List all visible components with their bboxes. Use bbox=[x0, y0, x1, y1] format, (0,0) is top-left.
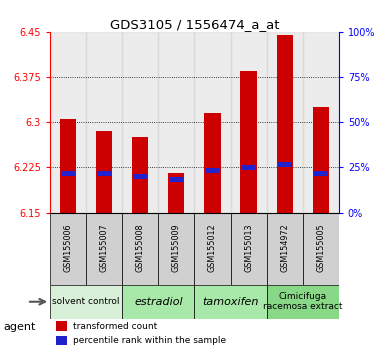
Bar bbox=[242, 165, 255, 170]
Text: GSM155013: GSM155013 bbox=[244, 223, 253, 272]
Bar bbox=[122, 32, 158, 213]
Bar bbox=[231, 213, 266, 285]
Bar bbox=[134, 175, 147, 178]
Text: Cimicifuga
racemosa extract: Cimicifuga racemosa extract bbox=[263, 292, 342, 312]
Bar bbox=[206, 169, 219, 172]
Bar bbox=[86, 32, 122, 213]
Bar bbox=[194, 213, 231, 285]
Bar bbox=[241, 71, 257, 213]
Bar bbox=[276, 35, 293, 213]
Bar bbox=[132, 137, 148, 213]
Text: transformed count: transformed count bbox=[73, 322, 157, 331]
Bar bbox=[266, 32, 303, 213]
Bar bbox=[86, 213, 122, 285]
Bar bbox=[314, 171, 328, 176]
Bar bbox=[50, 285, 122, 319]
Bar bbox=[50, 32, 86, 213]
Bar bbox=[303, 32, 339, 213]
Text: GSM155009: GSM155009 bbox=[172, 223, 181, 272]
Text: GSM155008: GSM155008 bbox=[136, 223, 145, 272]
Bar bbox=[194, 32, 231, 213]
Bar bbox=[231, 32, 266, 213]
Bar bbox=[169, 177, 183, 182]
Text: percentile rank within the sample: percentile rank within the sample bbox=[73, 336, 226, 345]
Text: GSM155007: GSM155007 bbox=[100, 223, 109, 272]
Title: GDS3105 / 1556474_a_at: GDS3105 / 1556474_a_at bbox=[110, 18, 279, 31]
Bar bbox=[61, 171, 75, 176]
Bar bbox=[60, 119, 76, 213]
Text: solvent control: solvent control bbox=[52, 297, 120, 306]
Bar bbox=[266, 213, 303, 285]
Bar bbox=[158, 213, 194, 285]
Text: GSM155012: GSM155012 bbox=[208, 223, 217, 272]
Text: tamoxifen: tamoxifen bbox=[203, 297, 259, 307]
Text: estradiol: estradiol bbox=[134, 297, 182, 307]
Bar bbox=[266, 285, 339, 319]
Bar bbox=[303, 213, 339, 285]
Bar bbox=[56, 321, 67, 331]
Text: GSM155005: GSM155005 bbox=[316, 223, 325, 272]
Bar bbox=[194, 285, 266, 319]
Bar bbox=[122, 213, 158, 285]
Text: GSM154972: GSM154972 bbox=[280, 223, 289, 272]
Text: GSM155006: GSM155006 bbox=[64, 223, 73, 272]
Bar bbox=[313, 107, 329, 213]
Bar bbox=[204, 113, 221, 213]
Bar bbox=[122, 285, 194, 319]
Text: agent: agent bbox=[4, 322, 36, 332]
Bar bbox=[56, 336, 67, 346]
Bar bbox=[96, 131, 112, 213]
Bar bbox=[278, 162, 291, 166]
Bar bbox=[97, 171, 111, 176]
Bar bbox=[158, 32, 194, 213]
Bar bbox=[50, 213, 86, 285]
Bar bbox=[168, 173, 184, 213]
